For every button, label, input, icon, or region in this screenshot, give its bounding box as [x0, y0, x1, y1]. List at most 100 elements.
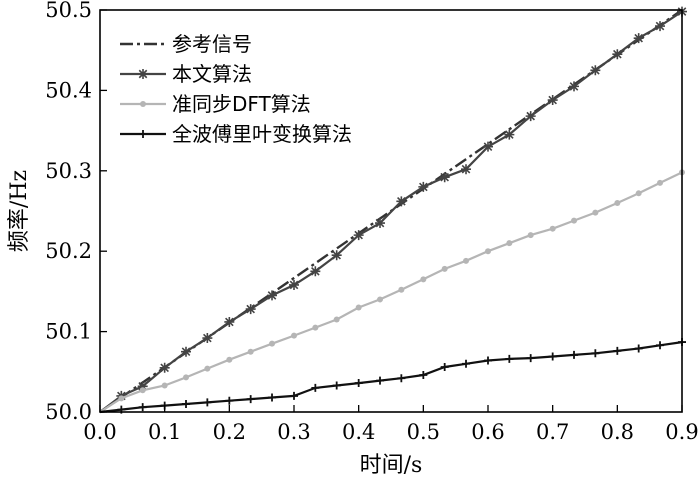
data-point	[614, 199, 621, 206]
data-point	[483, 141, 493, 152]
data-point	[396, 196, 407, 207]
data-point	[548, 352, 557, 361]
data-point	[203, 398, 212, 407]
x-tick-label: 0.4	[342, 420, 375, 444]
data-point	[440, 362, 449, 371]
data-point	[484, 356, 492, 365]
data-point	[310, 266, 321, 277]
data-point	[246, 395, 255, 404]
data-point	[139, 387, 146, 394]
data-point	[441, 265, 448, 272]
series-1	[99, 6, 687, 413]
data-point	[377, 296, 384, 303]
data-point	[137, 381, 148, 392]
y-tick-label: 50.3	[45, 159, 92, 183]
data-point	[354, 379, 363, 388]
data-point	[269, 340, 276, 347]
data-point	[613, 346, 622, 355]
x-tick-label: 0.6	[471, 420, 504, 444]
data-point	[311, 383, 320, 392]
x-axis-label: 时间/s	[360, 453, 423, 478]
series-line	[99, 10, 683, 413]
data-point	[182, 399, 191, 408]
data-point	[247, 348, 254, 355]
ticks-layer	[99, 9, 683, 413]
data-point	[439, 172, 450, 183]
data-point	[612, 49, 623, 60]
data-point	[592, 209, 599, 216]
data-point	[181, 346, 192, 357]
data-point	[591, 349, 600, 358]
data-point	[485, 248, 491, 255]
legend-label: 准同步DFT算法	[172, 92, 311, 116]
data-point	[655, 21, 666, 32]
data-point	[635, 190, 642, 197]
legend-entry: 准同步DFT算法	[120, 92, 311, 116]
x-tick-label: 0.8	[601, 420, 634, 444]
data-point	[331, 250, 342, 261]
data-point	[657, 179, 664, 186]
legend-entry: 本文算法	[120, 62, 252, 86]
data-point	[461, 164, 472, 175]
legend-entry: 参考信号	[120, 32, 252, 56]
series-line	[99, 171, 683, 413]
data-point	[226, 356, 233, 363]
data-point	[375, 218, 386, 229]
data-point	[290, 391, 298, 400]
data-point	[656, 341, 665, 350]
data-point	[353, 230, 364, 241]
x-tick-label: 0.2	[213, 420, 246, 444]
x-tick-label: 0.0	[83, 420, 116, 444]
tick-labels-layer: 0.0 0.1 0.2 0.3 0.4 0.5 0.6 0.7 0.8 0.9 50.0 50.1 50…	[45, 0, 698, 444]
data-point	[547, 95, 558, 106]
y-axis-label: 频率/Hz	[7, 170, 32, 252]
data-point	[462, 359, 471, 368]
data-point	[312, 324, 319, 331]
plot-frame	[99, 9, 683, 413]
data-point	[245, 304, 256, 315]
data-point	[118, 395, 125, 402]
data-point	[376, 376, 385, 385]
legend-label: 参考信号	[172, 32, 252, 56]
data-point	[506, 240, 513, 247]
data-point	[397, 374, 406, 383]
data-point	[161, 382, 168, 389]
data-point	[224, 316, 235, 327]
y-tick-label: 50.0	[45, 400, 92, 424]
data-point	[355, 304, 362, 311]
data-point	[332, 381, 341, 390]
data-point	[138, 403, 147, 412]
data-point	[571, 217, 578, 224]
data-point	[398, 286, 405, 293]
data-point	[267, 290, 278, 301]
legend-label: 全波傅里叶变换算法	[172, 122, 352, 146]
data-point	[525, 111, 536, 122]
data-point	[633, 33, 644, 44]
data-point	[420, 276, 427, 283]
data-point	[138, 69, 148, 79]
y-tick-label: 50.4	[45, 78, 92, 102]
data-point	[183, 374, 190, 381]
data-point	[527, 232, 534, 239]
data-point	[289, 279, 299, 290]
data-point	[504, 129, 515, 140]
data-point	[140, 101, 146, 107]
data-point	[204, 365, 211, 372]
legend-entry: 全波傅里叶变换算法	[120, 122, 352, 146]
data-point	[590, 65, 601, 76]
data-point	[268, 393, 277, 402]
data-point	[291, 332, 297, 339]
y-tick-label: 50.5	[45, 0, 92, 22]
series-2	[99, 169, 685, 413]
data-point	[549, 225, 556, 232]
data-point	[333, 316, 340, 323]
legend-label: 本文算法	[172, 62, 252, 86]
data-point	[569, 81, 580, 92]
data-point	[526, 354, 535, 363]
data-point	[634, 344, 643, 353]
x-tick-label: 0.3	[277, 420, 310, 444]
x-tick-label: 0.1	[148, 420, 181, 444]
data-point	[159, 362, 170, 373]
